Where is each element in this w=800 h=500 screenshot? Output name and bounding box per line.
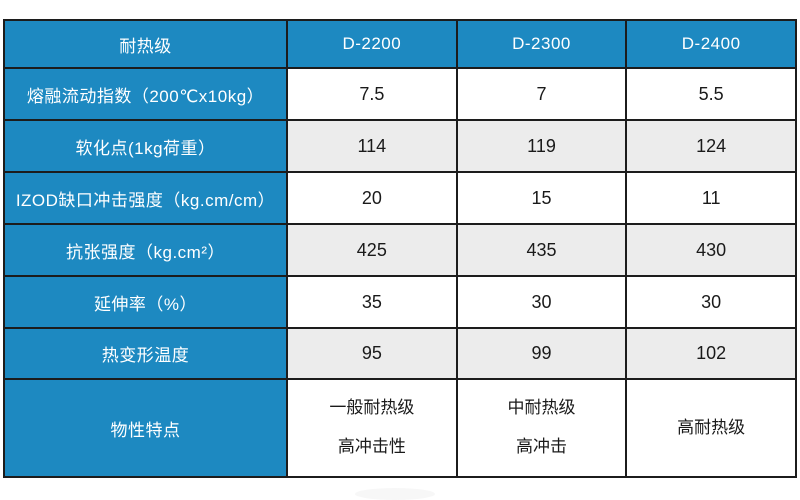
cell-heat-deflection-d2400: 102 bbox=[627, 329, 795, 378]
feature-line: 高冲击 bbox=[515, 437, 567, 457]
feature-line: 高耐热级 bbox=[677, 417, 746, 437]
cell-heat-deflection-d2200: 95 bbox=[288, 329, 456, 378]
cell-softening-d2200: 114 bbox=[288, 121, 456, 171]
cell-izod-d2400: 11 bbox=[627, 173, 795, 223]
cell-elongation-d2300: 30 bbox=[457, 277, 626, 327]
row-label-izod-impact: IZOD缺口冲击强度（kg.cm/cm） bbox=[5, 173, 286, 223]
cell-izod-d2200: 20 bbox=[288, 173, 456, 223]
cell-features-d2300: 中耐热级 高冲击 bbox=[457, 380, 626, 476]
feature-line: 一般耐热级 bbox=[329, 398, 415, 418]
cell-izod-d2300: 15 bbox=[457, 173, 626, 223]
row-label-elongation: 延伸率（%） bbox=[5, 277, 286, 327]
faint-watermark-smudge bbox=[355, 488, 435, 500]
cell-softening-d2400: 124 bbox=[627, 121, 795, 171]
column-header-d2300: D-2300 bbox=[457, 21, 626, 67]
cell-tensile-d2400: 430 bbox=[627, 225, 795, 275]
cell-tensile-d2200: 425 bbox=[288, 225, 456, 275]
cell-melt-flow-d2300: 7 bbox=[457, 69, 626, 119]
row-label-softening-point: 软化点(1kg荷重） bbox=[5, 121, 286, 171]
column-header-d2400: D-2400 bbox=[627, 21, 795, 67]
cell-elongation-d2400: 30 bbox=[627, 277, 795, 327]
cell-elongation-d2200: 35 bbox=[288, 277, 456, 327]
feature-line: 高冲击性 bbox=[337, 437, 406, 457]
cell-softening-d2300: 119 bbox=[457, 121, 626, 171]
cell-heat-deflection-d2300: 99 bbox=[457, 329, 626, 378]
cell-melt-flow-d2200: 7.5 bbox=[288, 69, 456, 119]
cell-tensile-d2300: 435 bbox=[457, 225, 626, 275]
row-label-physical-features: 物性特点 bbox=[5, 380, 286, 476]
spec-table: 耐热级 D-2200 D-2300 D-2400 熔融流动指数（200℃x10k… bbox=[3, 19, 797, 478]
column-header-d2200: D-2200 bbox=[288, 21, 456, 67]
cell-features-d2400: 高耐热级 bbox=[627, 380, 795, 476]
cell-melt-flow-d2400: 5.5 bbox=[627, 69, 795, 119]
row-label-tensile-strength: 抗张强度（kg.cm²） bbox=[5, 225, 286, 275]
feature-line: 中耐热级 bbox=[507, 398, 576, 418]
row-label-heat-deflection: 热变形温度 bbox=[5, 329, 286, 378]
table-corner-header: 耐热级 bbox=[5, 21, 286, 67]
row-label-melt-flow-index: 熔融流动指数（200℃x10kg） bbox=[5, 69, 286, 119]
cell-features-d2200: 一般耐热级 高冲击性 bbox=[288, 380, 456, 476]
